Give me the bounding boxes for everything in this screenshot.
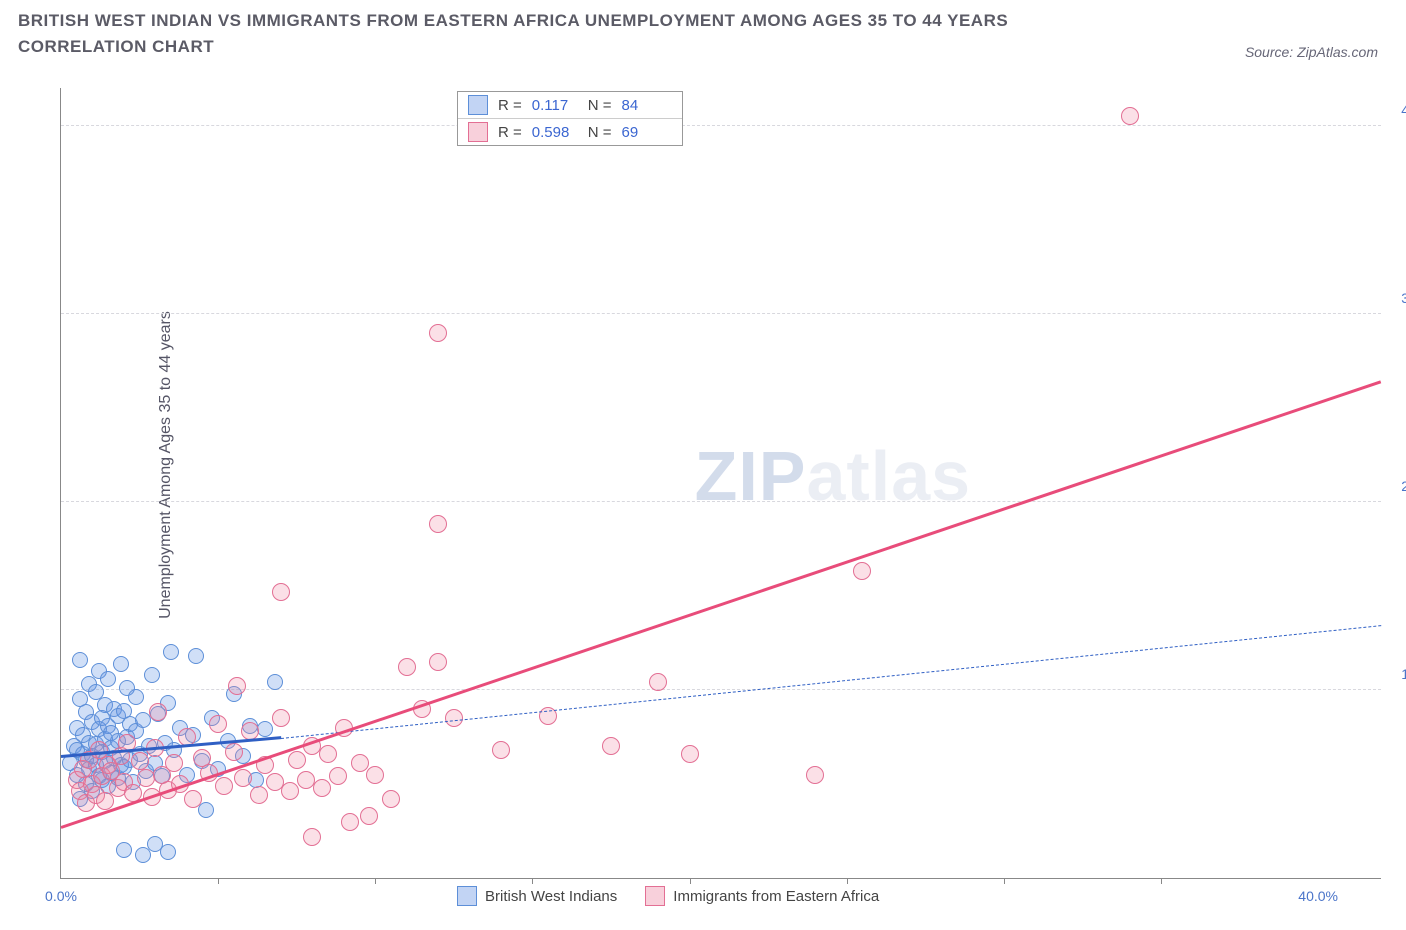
x-tick-label: 0.0% [45, 888, 77, 904]
bwi-point [72, 652, 88, 668]
n-label: N = [588, 124, 612, 141]
gridline [61, 313, 1381, 314]
bwi-trendline-ext [281, 625, 1381, 739]
watermark: ZIPatlas [695, 436, 971, 516]
bwi-point [128, 689, 144, 705]
iea-point [429, 324, 447, 342]
scatter-plot-area: ZIPatlas 10.0%20.0%30.0%40.0%0.0%40.0%R … [60, 88, 1381, 879]
legend-label: Immigrants from Eastern Africa [673, 888, 879, 905]
gridline [61, 125, 1381, 126]
iea-point [360, 807, 378, 825]
bwi-point [160, 844, 176, 860]
legend-item: Immigrants from Eastern Africa [645, 886, 879, 906]
iea-point [184, 790, 202, 808]
iea-point [319, 745, 337, 763]
iea-point [149, 703, 167, 721]
iea-point [1121, 107, 1139, 125]
y-tick-label: 20.0% [1389, 478, 1406, 494]
bwi-point [257, 721, 273, 737]
iea-point [602, 737, 620, 755]
r-value: 0.598 [532, 124, 578, 141]
bwi-point [267, 674, 283, 690]
iea-point [366, 766, 384, 784]
iea-point [341, 813, 359, 831]
x-tick [847, 878, 848, 884]
iea-point [351, 754, 369, 772]
iea-point [806, 766, 824, 784]
stats-row: R = 0.117 N = 84 [458, 92, 682, 119]
iea-point [288, 751, 306, 769]
bwi-point [163, 644, 179, 660]
gridline [61, 501, 1381, 502]
x-tick-label: 40.0% [1298, 888, 1338, 904]
n-value: 69 [622, 124, 668, 141]
r-label: R = [498, 124, 522, 141]
chart-title: BRITISH WEST INDIAN VS IMMIGRANTS FROM E… [18, 8, 1138, 61]
iea-point [329, 767, 347, 785]
y-tick-label: 30.0% [1389, 290, 1406, 306]
iea-point [272, 583, 290, 601]
iea-point [853, 562, 871, 580]
x-tick [1004, 878, 1005, 884]
iea-point [215, 777, 233, 795]
y-tick-label: 40.0% [1389, 102, 1406, 118]
gridline [61, 689, 1381, 690]
blue-swatch-icon [457, 886, 477, 906]
iea-point [228, 677, 246, 695]
bwi-point [144, 667, 160, 683]
x-tick [1161, 878, 1162, 884]
iea-point [209, 715, 227, 733]
iea-point [234, 769, 252, 787]
iea-trendline [61, 380, 1382, 829]
iea-point [492, 741, 510, 759]
iea-point [429, 653, 447, 671]
iea-point [303, 828, 321, 846]
x-tick [690, 878, 691, 884]
y-tick-label: 10.0% [1389, 666, 1406, 682]
iea-point [272, 709, 290, 727]
iea-point [429, 515, 447, 533]
iea-point [313, 779, 331, 797]
bwi-point [113, 656, 129, 672]
r-label: R = [498, 97, 522, 114]
n-label: N = [588, 97, 612, 114]
iea-point [281, 782, 299, 800]
bwi-point [188, 648, 204, 664]
source-attribution: Source: ZipAtlas.com [1245, 44, 1378, 60]
iea-point [398, 658, 416, 676]
legend-label: British West Indians [485, 888, 617, 905]
iea-point [681, 745, 699, 763]
iea-point [250, 786, 268, 804]
bwi-point [100, 671, 116, 687]
bwi-point [135, 712, 151, 728]
r-value: 0.117 [532, 97, 578, 114]
pink-swatch-icon [645, 886, 665, 906]
correlation-stats-box: R = 0.117 N = 84 R = 0.598 N = 69 [457, 91, 683, 146]
iea-point [445, 709, 463, 727]
iea-point [382, 790, 400, 808]
x-tick [218, 878, 219, 884]
bwi-point [116, 842, 132, 858]
x-tick [532, 878, 533, 884]
iea-point [225, 743, 243, 761]
blue-swatch-icon [468, 95, 488, 115]
iea-point [131, 752, 149, 770]
x-tick [375, 878, 376, 884]
stats-row: R = 0.598 N = 69 [458, 119, 682, 145]
iea-point [165, 754, 183, 772]
n-value: 84 [622, 97, 668, 114]
pink-swatch-icon [468, 122, 488, 142]
bwi-point [135, 847, 151, 863]
series-legend: British West Indians Immigrants from East… [457, 886, 879, 906]
legend-item: British West Indians [457, 886, 617, 906]
iea-point [649, 673, 667, 691]
